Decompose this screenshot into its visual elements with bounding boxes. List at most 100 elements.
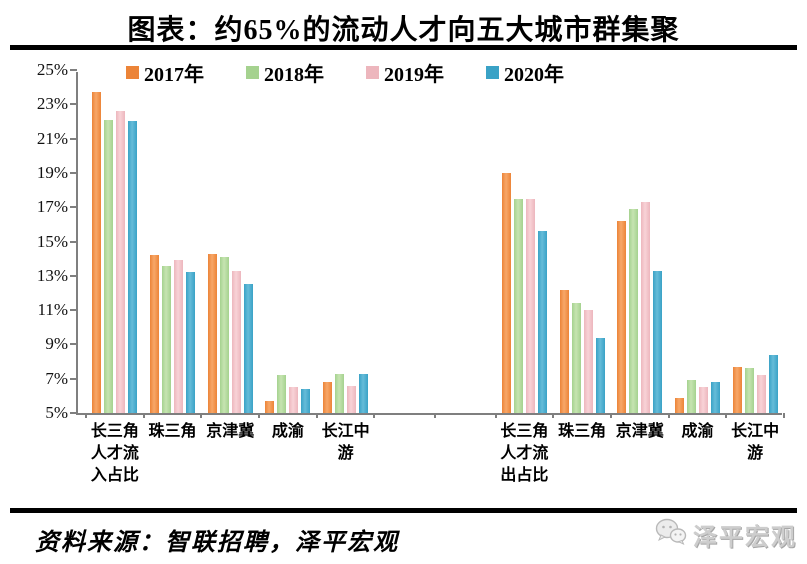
x-axis-label-line: 长江中 xyxy=(321,423,370,440)
bar-group xyxy=(611,202,669,413)
bar xyxy=(207,254,217,413)
legend-item: 2019年 xyxy=(366,58,444,87)
bar-group xyxy=(669,380,727,413)
y-axis-label: 17% xyxy=(36,197,68,217)
bar xyxy=(744,368,754,413)
x-axis-label-line: 成渝 xyxy=(271,423,304,440)
brand-logo: 泽平宏观 xyxy=(655,517,797,552)
bar xyxy=(653,271,663,413)
x-axis-label-line: 珠三角 xyxy=(148,423,197,440)
x-axis-label-line: 出占比 xyxy=(500,467,549,484)
x-axis-label-line: 入占比 xyxy=(90,467,139,484)
x-axis-tick xyxy=(667,413,670,418)
x-axis-label-line: 京津冀 xyxy=(206,423,255,440)
footer: 资料来源：智联招聘，泽平宏观 泽平宏观 xyxy=(0,513,807,564)
bar-group xyxy=(144,255,202,413)
y-axis-label: 9% xyxy=(45,334,68,354)
x-axis-label-line: 长三角 xyxy=(90,423,139,440)
bar xyxy=(265,401,275,413)
bar xyxy=(289,387,299,413)
y-axis-label: 25% xyxy=(36,60,68,79)
y-axis-label: 7% xyxy=(45,368,68,388)
bar xyxy=(335,374,345,413)
y-axis-label: 13% xyxy=(36,265,68,285)
page-title: 图表：约65%的流动人才向五大城市群集聚 xyxy=(127,15,680,46)
legend-item: 2018年 xyxy=(246,58,324,87)
bar xyxy=(686,380,696,413)
x-axis-tick xyxy=(258,413,261,418)
x-axis-tick xyxy=(315,413,318,418)
y-axis-label: 5% xyxy=(45,403,68,422)
bar xyxy=(301,389,311,413)
y-axis-tick xyxy=(70,137,77,140)
x-axis-label: 长江中游 xyxy=(317,421,375,465)
x-axis-label-line: 人才流 xyxy=(90,445,139,462)
bar xyxy=(162,266,171,413)
bar xyxy=(710,382,720,413)
legend-swatch xyxy=(366,66,379,79)
bar xyxy=(347,386,357,413)
bar xyxy=(732,367,742,413)
x-axis-tick xyxy=(783,413,785,418)
bar xyxy=(674,398,684,413)
bar xyxy=(174,260,183,413)
x-axis-label-line: 长三角 xyxy=(500,423,549,440)
x-axis-label-line: 长江中 xyxy=(731,423,780,440)
x-axis-tick xyxy=(725,413,728,418)
x-axis-label-line: 人才流 xyxy=(500,445,549,462)
x-axis-tick xyxy=(494,413,497,418)
bar xyxy=(559,290,569,413)
legend-swatch xyxy=(486,66,499,79)
bar xyxy=(756,375,766,413)
chart-legend: 2017年 2018年 2019年 2020年 xyxy=(126,58,564,87)
bar-group xyxy=(259,375,317,413)
bar-group xyxy=(201,254,259,413)
x-axis-tick xyxy=(552,413,555,418)
y-axis-tick xyxy=(70,240,77,243)
bar xyxy=(768,355,778,413)
bar xyxy=(219,257,229,413)
legend-swatch xyxy=(246,66,259,79)
bar xyxy=(92,92,102,413)
bar xyxy=(104,120,114,413)
x-axis-label-line: 游 xyxy=(337,445,354,462)
logo-text: 泽平宏观 xyxy=(693,525,797,551)
bar-group xyxy=(553,290,611,413)
legend-swatch xyxy=(126,66,139,79)
bar xyxy=(116,111,126,413)
bar xyxy=(323,382,333,413)
x-axis-label-line: 游 xyxy=(747,445,764,462)
x-axis-tick xyxy=(373,413,376,418)
y-axis-label: 15% xyxy=(36,231,68,251)
legend-item: 2017年 xyxy=(126,58,204,87)
x-axis-label: 京津冀 xyxy=(611,421,669,443)
y-axis-tick xyxy=(70,343,77,346)
legend-label: 2019年 xyxy=(384,64,444,86)
bar-group xyxy=(726,355,784,413)
bar xyxy=(617,221,627,413)
bar-chart: 2017年 2018年 2019年 2020年 5% 7% 9% 11% 13% 15% 17% 1… xyxy=(0,50,807,505)
x-axis-label: 珠三角 xyxy=(144,421,202,443)
x-axis-tick xyxy=(142,413,145,418)
bar xyxy=(583,310,593,413)
bar xyxy=(641,202,651,413)
legend-label: 2017年 xyxy=(144,64,204,86)
plot-area: 5% 7% 9% 11% 13% 15% 17% 19% 21% 23% 25% 长三角 人才流 入占比珠… xyxy=(37,61,785,484)
bar xyxy=(571,303,581,413)
x-axis-tick xyxy=(609,413,612,418)
bar xyxy=(150,255,159,413)
x-axis-label: 长江中游 xyxy=(726,421,784,465)
bar-group xyxy=(496,173,554,413)
legend-label: 2020年 xyxy=(504,64,564,86)
y-axis-label: 21% xyxy=(36,128,68,148)
bar xyxy=(501,173,511,413)
y-axis-tick xyxy=(70,274,77,277)
y-axis-tick xyxy=(70,412,77,414)
bar xyxy=(513,199,523,413)
title-divider xyxy=(10,45,797,50)
legend-label: 2018年 xyxy=(264,64,324,86)
bar xyxy=(128,121,138,413)
bar xyxy=(186,272,195,413)
bar xyxy=(629,209,639,413)
